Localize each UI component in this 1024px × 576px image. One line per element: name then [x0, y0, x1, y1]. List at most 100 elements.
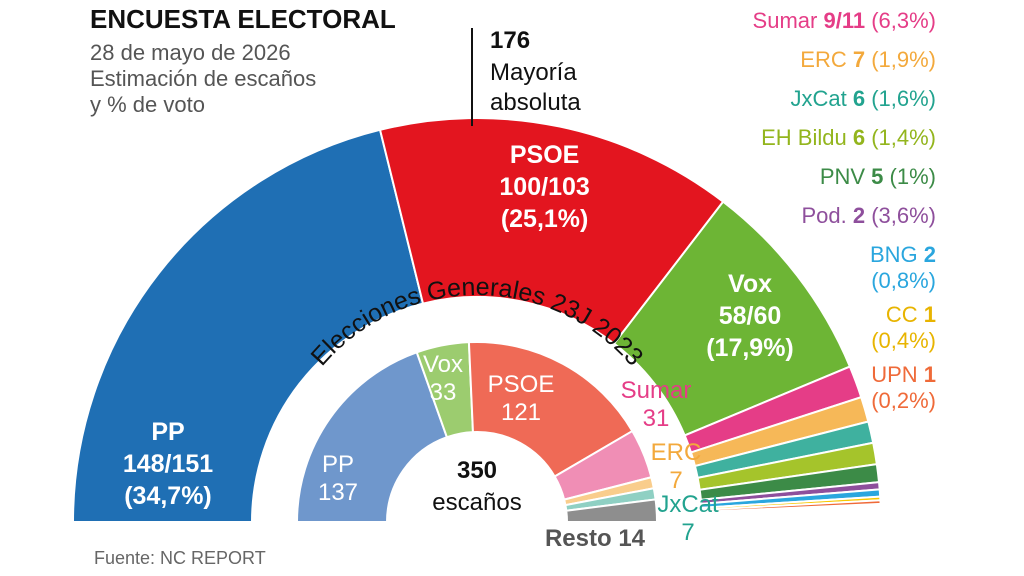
subtitle-line: y % de voto [90, 92, 205, 117]
poll-label-line: (25,1%) [501, 205, 589, 233]
legend-pct-line: (0,8%) [753, 268, 936, 294]
result-2023-segment-resto [565, 498, 659, 523]
result-2023-label-vox: Vox 33 [423, 351, 463, 406]
result-2023-label-line: 7 [669, 467, 682, 494]
result-2023-label-line: 7 [681, 519, 694, 546]
legend-party-line: CC 1 [753, 302, 936, 328]
result-2023-label-sumar: Sumar 31 [621, 377, 692, 432]
legend-party-line: EH Bildu 6 (1,4%) [753, 125, 936, 151]
legend-party-pct: (0,8%) [871, 268, 936, 293]
legend-item-cc: CC 1 (0,4%) [753, 302, 936, 354]
legend-party-name: EH Bildu [761, 125, 853, 150]
legend-party-line: Pod. 2 (3,6%) [753, 203, 936, 229]
legend-party-pct: (6,3%) [871, 8, 936, 33]
poll-label-line: 100/103 [499, 173, 589, 201]
poll-label-vox: Vox 58/60 (17,9%) [706, 270, 794, 362]
legend-party-name: CC [885, 302, 924, 327]
legend-item-pod: Pod. 2 (3,6%) [753, 203, 936, 229]
legend-item-jxcat: JxCat 6 (1,6%) [753, 86, 936, 112]
legend-party-name: Sumar [752, 8, 824, 33]
result-2023-label-line: Vox [423, 351, 463, 378]
total-seats-value: 350 [457, 457, 497, 484]
result-2023-label-line: PSOE [488, 371, 555, 398]
result-2023-label-line: Resto 14 [545, 525, 646, 552]
result-2023-label-line: 33 [430, 379, 457, 406]
subtitle-line: 28 de mayo de 2026 [90, 40, 291, 65]
legend-item-bng: BNG 2 (0,8%) [753, 242, 936, 294]
source-note: Fuente: NC REPORT [94, 548, 266, 568]
legend-party-line: PNV 5 (1%) [753, 164, 936, 190]
poll-label-line: PP [151, 418, 184, 446]
result-2023-label-line: 137 [318, 479, 358, 506]
legend-item-erc: ERC 7 (1,9%) [753, 47, 936, 73]
legend-party-line: Sumar 9/11 (6,3%) [753, 8, 936, 34]
legend-party-pct: (1,9%) [871, 47, 936, 72]
legend-party-pct: (1,4%) [871, 125, 936, 150]
legend-party-name: Pod. [801, 203, 853, 228]
legend-party-seats: 9/11 [823, 8, 866, 33]
result-2023-segment-psoe [467, 341, 634, 478]
poll-label-line: 58/60 [719, 302, 782, 330]
result-2023-label-erc: ERC 7 [651, 439, 702, 494]
poll-label-psoe: PSOE 100/103 (25,1%) [499, 141, 589, 233]
legend-pct-line: (0,4%) [753, 328, 936, 354]
legend-party-seats: 1 [923, 362, 936, 387]
poll-segment-psoe [378, 117, 725, 346]
result-2023-label-line: 121 [501, 399, 541, 426]
legend-item-eh-bildu: EH Bildu 6 (1,4%) [753, 125, 936, 151]
result-2023-label-resto: Resto 14 [545, 525, 646, 552]
legend-party-seats: 6 [852, 86, 866, 111]
poll-label-pp: PP 148/151 (34,7%) [123, 418, 213, 510]
result-2023-label-pp: PP 137 [318, 451, 358, 506]
legend-party-line: UPN 1 [753, 362, 936, 388]
legend-party-name: ERC [800, 47, 853, 72]
majority-label: 176 Mayoría absoluta [490, 27, 581, 116]
result-2023-label-line: 31 [643, 405, 670, 432]
result-2023-label-psoe: PSOE 121 [488, 371, 555, 426]
poll-segment-upn [700, 499, 882, 513]
legend-party-seats: 5 [871, 164, 884, 189]
poll-label-line: (17,9%) [706, 334, 794, 362]
legend-party-pct: (1,6%) [871, 86, 936, 111]
result-2023-segment-pp [295, 351, 449, 523]
result-2023-label-line: JxCat [657, 491, 719, 518]
total-seats-label: escaños [432, 489, 521, 516]
legend-item-upn: UPN 1 (0,2%) [753, 362, 936, 414]
legend-party-name: BNG [869, 242, 924, 267]
poll-label-line: PSOE [510, 141, 579, 169]
legend-party-pct: (1%) [889, 164, 936, 189]
legend-item-sumar: Sumar 9/11 (6,3%) [753, 8, 936, 34]
legend-party-seats: 1 [923, 302, 936, 327]
legend-party-seats: 6 [852, 125, 866, 150]
poll-label-line: 148/151 [123, 450, 213, 478]
legend-party-seats: 2 [923, 242, 936, 267]
legend-party-line: ERC 7 (1,9%) [753, 47, 936, 73]
poll-segment-pp [71, 128, 425, 523]
legend-pct-line: (0,2%) [753, 388, 936, 414]
result-2023-label-line: Sumar [621, 377, 692, 404]
legend-party-pct: (0,4%) [871, 328, 936, 353]
legend-party-pct: (3,6%) [871, 203, 936, 228]
result-2023-label-line: PP [322, 451, 354, 478]
legend-party-name: JxCat [790, 86, 853, 111]
poll-label-line: Vox [728, 270, 772, 298]
legend-party-name: UPN [871, 362, 924, 387]
chart-title: ENCUESTA ELECTORAL [90, 4, 396, 34]
result-2023-label-jxcat: JxCat 7 [657, 491, 719, 546]
chart-subtitle: 28 de mayo de 2026 Estimación de escaños… [90, 40, 316, 118]
subtitle-line: Estimación de escaños [90, 66, 317, 91]
legend-item-pnv: PNV 5 (1%) [753, 164, 936, 190]
legend-party-line: BNG 2 [753, 242, 936, 268]
poll-label-line: (34,7%) [124, 482, 212, 510]
majority-label-line: Mayoría [490, 59, 577, 86]
majority-value: 176 [490, 27, 530, 54]
legend-party-pct: (0,2%) [871, 388, 936, 413]
legend-party-seats: 7 [852, 47, 866, 72]
majority-label-line: absoluta [490, 89, 581, 116]
legend-party-name: PNV [819, 164, 872, 189]
result-2023-label-line: ERC [651, 439, 702, 466]
minor-parties-legend: Sumar 9/11 (6,3%) ERC 7 (1,9%) JxCat 6 (1,… [753, 8, 936, 422]
legend-party-line: JxCat 6 (1,6%) [753, 86, 936, 112]
